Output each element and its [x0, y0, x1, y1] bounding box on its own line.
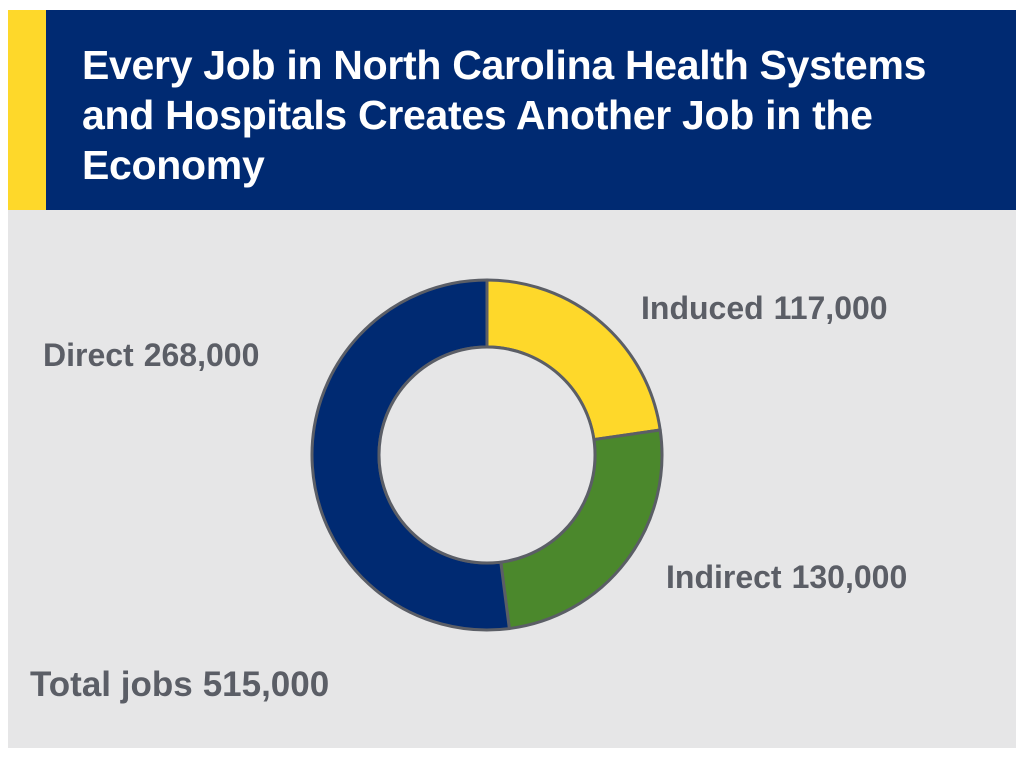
label-direct: Direct 268,000	[43, 335, 259, 375]
label-indirect: Indirect 130,000	[666, 557, 907, 597]
chart-title: Every Job in North Carolina Health Syste…	[82, 42, 927, 188]
label-direct-value: 268,000	[143, 337, 260, 373]
label-direct-name: Direct	[43, 337, 134, 373]
donut-hole	[377, 345, 597, 565]
label-total-name: Total jobs	[30, 665, 193, 704]
header-banner: Every Job in North Carolina Health Syste…	[8, 10, 1016, 210]
accent-bar	[8, 10, 46, 210]
label-total: Total jobs 515,000	[30, 665, 329, 705]
label-indirect-name: Indirect	[666, 559, 782, 595]
label-induced-value: 117,000	[773, 290, 888, 326]
label-total-value: 515,000	[202, 665, 330, 704]
infographic-card: Every Job in North Carolina Health Syste…	[8, 10, 1016, 748]
label-induced-name: Induced	[641, 290, 764, 326]
label-indirect-value: 130,000	[791, 559, 908, 595]
label-induced: Induced 117,000	[641, 288, 888, 328]
donut-chart	[310, 278, 664, 632]
